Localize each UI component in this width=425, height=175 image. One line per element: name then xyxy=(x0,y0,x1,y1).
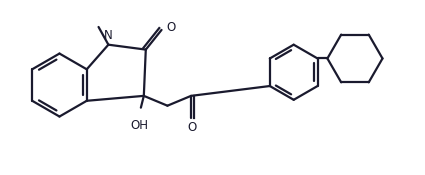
Text: OH: OH xyxy=(130,120,148,132)
Text: N: N xyxy=(104,29,113,42)
Text: O: O xyxy=(187,121,197,134)
Text: O: O xyxy=(167,22,176,34)
